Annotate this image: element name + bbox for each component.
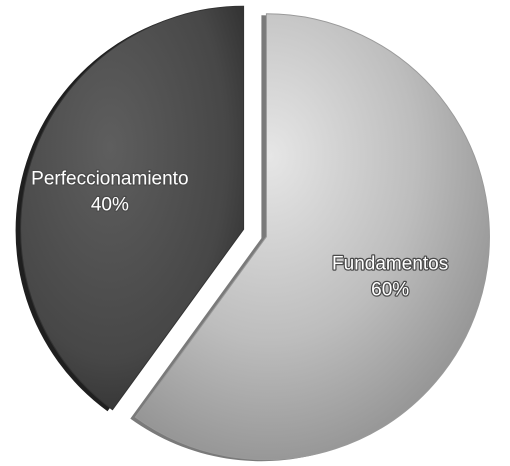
slice-perfeccionamiento — [20, 5, 245, 411]
label-fundamentos-name: Fundamentos — [332, 253, 448, 274]
label-perfeccionamiento: Perfeccionamiento 40% — [31, 169, 188, 216]
label-perfeccionamiento-name: Perfeccionamiento — [31, 169, 188, 190]
label-perfeccionamiento-value: 40% — [91, 195, 129, 216]
label-fundamentos-value: 60% — [371, 279, 409, 300]
label-fundamentos: Fundamentos 60% — [332, 253, 448, 300]
slice-fundamentos — [134, 13, 490, 461]
